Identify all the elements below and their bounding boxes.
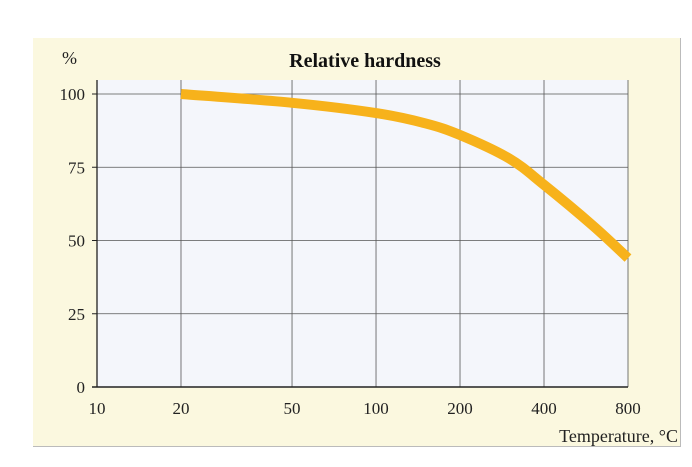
x-tick-label: 800: [615, 399, 641, 418]
x-tick-label: 20: [172, 399, 189, 418]
y-axis-unit: %: [62, 48, 77, 68]
x-tick-label: 10: [89, 399, 106, 418]
chart-title: Relative hardness: [289, 50, 441, 72]
hardness-curve: [180, 89, 632, 262]
y-tick-label: 50: [68, 232, 85, 251]
y-tick-label: 75: [68, 158, 85, 177]
x-axis-label: Temperature, °C: [559, 426, 678, 446]
plot-area: [97, 80, 628, 387]
x-tick-label: 200: [447, 399, 473, 418]
x-tick-label: 100: [363, 399, 389, 418]
y-tick-label: 0: [77, 378, 86, 397]
y-tick-label: 25: [68, 305, 85, 324]
x-tick-label: 400: [531, 399, 557, 418]
y-tick-label: 100: [60, 85, 86, 104]
x-tick-label: 50: [284, 399, 301, 418]
